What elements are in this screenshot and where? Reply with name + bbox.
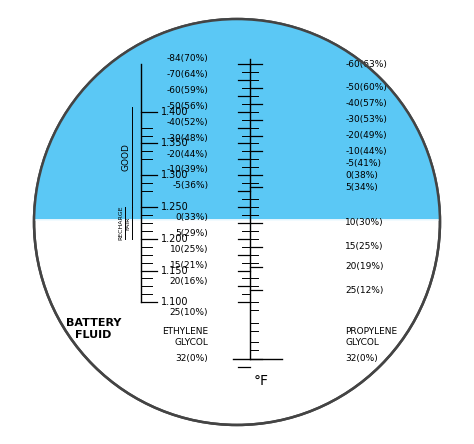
Text: -20(49%): -20(49%) bbox=[345, 131, 387, 140]
Text: -50(56%): -50(56%) bbox=[166, 102, 208, 111]
Text: GOOD: GOOD bbox=[121, 143, 130, 171]
Text: 1.100: 1.100 bbox=[161, 297, 188, 307]
Text: 32(0%): 32(0%) bbox=[345, 354, 378, 363]
Text: GLYCOL: GLYCOL bbox=[345, 337, 379, 346]
Text: 1.400: 1.400 bbox=[161, 107, 188, 117]
Text: 5(29%): 5(29%) bbox=[175, 229, 208, 238]
Circle shape bbox=[34, 19, 440, 425]
Text: 1.250: 1.250 bbox=[161, 202, 189, 212]
Text: FLUID: FLUID bbox=[75, 329, 112, 340]
Text: °F: °F bbox=[254, 374, 269, 388]
Text: 15(21%): 15(21%) bbox=[170, 261, 208, 270]
Text: -40(57%): -40(57%) bbox=[345, 99, 387, 108]
Text: 15(25%): 15(25%) bbox=[345, 242, 383, 251]
Text: -60(59%): -60(59%) bbox=[166, 86, 208, 95]
Text: -40(52%): -40(52%) bbox=[167, 118, 208, 127]
Polygon shape bbox=[34, 19, 440, 222]
Text: 1.150: 1.150 bbox=[161, 266, 188, 276]
Text: -70(64%): -70(64%) bbox=[166, 70, 208, 79]
Text: -5(41%): -5(41%) bbox=[345, 159, 381, 168]
Text: -60(63%): -60(63%) bbox=[345, 59, 387, 68]
Text: -5(36%): -5(36%) bbox=[172, 181, 208, 190]
Text: 0(33%): 0(33%) bbox=[175, 213, 208, 222]
Text: 1.200: 1.200 bbox=[161, 234, 188, 244]
Text: 10(25%): 10(25%) bbox=[170, 245, 208, 254]
Text: 1.350: 1.350 bbox=[161, 139, 188, 148]
Text: 20(16%): 20(16%) bbox=[170, 277, 208, 285]
Text: FAIR: FAIR bbox=[126, 216, 130, 230]
Text: 1.300: 1.300 bbox=[161, 170, 188, 180]
Text: -30(53%): -30(53%) bbox=[345, 115, 387, 124]
Text: 0(38%): 0(38%) bbox=[345, 171, 378, 180]
Text: PROPYLENE: PROPYLENE bbox=[345, 327, 397, 336]
Text: -50(60%): -50(60%) bbox=[345, 83, 387, 92]
Text: BATTERY: BATTERY bbox=[66, 318, 121, 329]
Text: 32(0%): 32(0%) bbox=[175, 354, 208, 363]
Text: -30(48%): -30(48%) bbox=[166, 134, 208, 143]
Text: 5(34%): 5(34%) bbox=[345, 182, 378, 192]
Text: -10(39%): -10(39%) bbox=[166, 166, 208, 174]
Text: 25(10%): 25(10%) bbox=[170, 308, 208, 317]
Text: -84(70%): -84(70%) bbox=[166, 54, 208, 63]
Text: 25(12%): 25(12%) bbox=[345, 286, 383, 295]
Text: -10(44%): -10(44%) bbox=[345, 147, 387, 156]
Text: GLYCOL: GLYCOL bbox=[174, 337, 208, 346]
Text: RECHARGE: RECHARGE bbox=[118, 206, 123, 240]
Text: 20(19%): 20(19%) bbox=[345, 262, 383, 271]
Text: ETHYLENE: ETHYLENE bbox=[162, 327, 208, 336]
Text: -20(44%): -20(44%) bbox=[167, 150, 208, 159]
Text: 10(30%): 10(30%) bbox=[345, 218, 384, 227]
